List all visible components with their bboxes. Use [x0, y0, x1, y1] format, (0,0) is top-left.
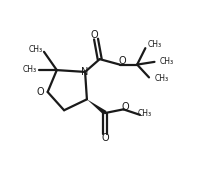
Text: CH₃: CH₃ [29, 45, 43, 54]
Text: CH₃: CH₃ [160, 57, 174, 66]
Text: CH₃: CH₃ [23, 65, 37, 74]
Text: O: O [37, 87, 45, 97]
Text: O: O [90, 30, 98, 40]
Text: O: O [101, 133, 109, 143]
Text: N: N [81, 67, 89, 77]
Text: O: O [119, 56, 126, 66]
Text: O: O [122, 102, 130, 112]
Polygon shape [87, 99, 107, 115]
Text: CH₃: CH₃ [155, 74, 169, 83]
Text: CH₃: CH₃ [147, 40, 161, 49]
Text: CH₃: CH₃ [138, 109, 152, 118]
